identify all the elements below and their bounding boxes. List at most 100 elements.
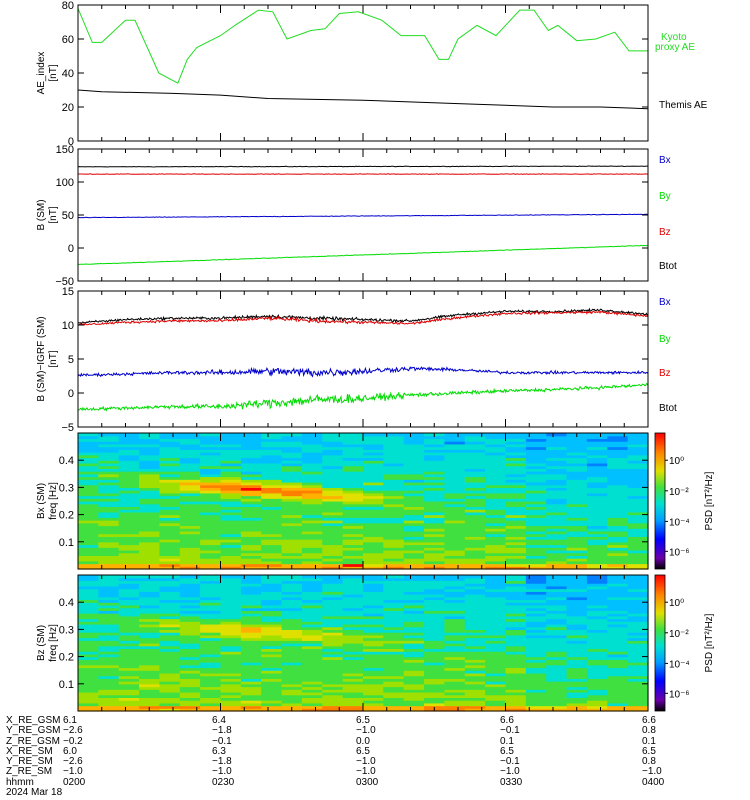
ephemeris-value: 0.1 [500, 735, 514, 747]
colorbar [654, 432, 666, 570]
colorbar-label: PSD [nT²/Hz] [704, 613, 715, 672]
spectrogram-bz-spectrogram [78, 575, 649, 712]
colorbar-tick-label: 10⁰ [669, 598, 684, 609]
legend-b-by: By [659, 191, 671, 202]
colorbar-tick-label: 10⁻⁶ [669, 689, 690, 700]
ephemeris-value: 0400 [642, 776, 665, 788]
ephemeris-label: Z_RE_SM [6, 766, 53, 778]
legend-db-btot: Btot [659, 403, 677, 414]
ephemeris-row: Z_RE_SM −1.0 −1.0 −1.0 −1.0 −1.0 [6, 766, 746, 778]
y-axis-label: B (SM)−IGRF (SM) [36, 316, 47, 401]
ephemeris-label: Y_RE_GSM [6, 725, 61, 737]
y-tick-label: 40 [62, 68, 74, 80]
legend-b-bx: Bx [659, 155, 671, 166]
ephemeris-value: 0200 [63, 776, 86, 788]
series-b-sm-bz [77, 213, 649, 219]
colorbar [654, 574, 666, 712]
ephemeris-row: Y_RE_SM −2.6 −1.8 −1.0 −0.1 0.8 [6, 756, 746, 768]
colorbar-tick-label: 10⁻⁴ [669, 659, 690, 670]
ephemeris-value: 6.5 [356, 745, 370, 757]
ephemeris-value: −1.8 [212, 725, 232, 737]
y-tick-label: 0 [68, 243, 74, 255]
y-tick-label: 0 [68, 136, 74, 148]
series-ae-themis-ae [77, 89, 649, 110]
y-axis-label: B (SM) [36, 199, 47, 230]
ephemeris-table: X_RE_GSM 6.1 6.4 6.5 6.6 6.6 Y_RE_GSM −2.6 −1.8−… [6, 715, 746, 799]
ephemeris-value: 6.5 [356, 715, 370, 726]
ephemeris-value: −2.6 [63, 756, 83, 768]
ephemeris-value: −0.2 [63, 735, 83, 747]
series-b-sm-bx [77, 165, 648, 168]
ephemeris-value: 0300 [356, 776, 379, 788]
series-b-sm-btot [77, 244, 648, 265]
ephemeris-value: 0.8 [642, 756, 656, 768]
ephemeris-value: 6.5 [500, 745, 514, 757]
colorbar-tick-label: 10⁻² [669, 487, 689, 498]
y-tick-label: 0.3 [59, 624, 74, 636]
y-tick-label: 100 [56, 177, 74, 189]
y-tick-label: 60 [62, 34, 74, 46]
ephemeris-value: −1.0 [356, 756, 376, 768]
series-b-minus-igrf-bz [77, 382, 649, 412]
ephemeris-label: X_RE_GSM [6, 715, 61, 726]
ephemeris-value: 0230 [212, 776, 235, 788]
y-tick-label: 10 [62, 320, 74, 332]
ephemeris-value: 6.0 [63, 745, 77, 757]
y-tick-label: 50 [62, 210, 74, 222]
y-tick-label: 150 [56, 144, 74, 156]
y-axis-unit: freq [Hz] [48, 624, 59, 662]
legend-kyoto-proxy: proxy AE [655, 42, 695, 53]
y-tick-label: 0.4 [59, 455, 74, 467]
y-tick-label: 0.1 [59, 537, 74, 549]
legend-b-bz: Bz [659, 227, 671, 238]
y-axis-label: AE_index [36, 52, 47, 95]
y-tick-label: 5 [68, 354, 74, 366]
series-b-sm-by [78, 173, 649, 175]
y-tick-label: 0 [68, 388, 74, 400]
ephemeris-value: −0.1 [500, 756, 520, 768]
colorbar-tick-label: 10⁻⁶ [669, 547, 690, 558]
y-tick-label: −50 [55, 276, 74, 288]
ephemeris-value: 0.0 [356, 735, 370, 747]
ephemeris-label: Y_RE_SM [6, 756, 53, 768]
ephemeris-value: 0.1 [642, 735, 656, 747]
y-tick-label: 0.2 [59, 652, 74, 664]
y-tick-label: 20 [62, 102, 74, 114]
legend-db-bz: Bz [659, 368, 671, 379]
ephemeris-value: 0330 [500, 776, 523, 788]
ephemeris-value: 6.6 [500, 715, 514, 726]
y-axis-unit: freq [Hz] [48, 482, 59, 520]
ephemeris-row: Z_RE_GSM −0.2 −0.1 0.0 0.1 0.1 [6, 735, 746, 747]
legend-b-btot: Btot [659, 261, 677, 272]
ephemeris-row: hhmm 0200 0230 0300 0330 0400 [6, 776, 746, 788]
ephemeris-value: −1.0 [212, 766, 232, 778]
ephemeris-value: −1.0 [500, 766, 520, 778]
colorbar-tick-label: 10⁻² [669, 629, 689, 640]
ephemeris-date: 2024 Mar 18 [6, 787, 63, 799]
ephemeris-label: hhmm [6, 776, 34, 788]
ephemeris-value: −1.0 [642, 766, 662, 778]
y-axis-label: Bz (SM) [36, 625, 47, 661]
y-tick-label: 0.4 [59, 597, 74, 609]
series-b-minus-igrf-bx [77, 310, 649, 326]
ephemeris-value: 6.3 [212, 745, 226, 757]
ephemeris-value: 6.6 [642, 715, 656, 726]
y-tick-label: −5 [61, 422, 74, 434]
series-ae-kyoto-proxy-ae [77, 8, 648, 84]
y-axis-unit: [nT] [48, 206, 59, 223]
ephemeris-value: 6.4 [212, 715, 226, 726]
ephemeris-row: Y_RE_GSM −2.6 −1.8 −1.0 −0.1 0.8 [6, 725, 746, 737]
ephemeris-value: −1.8 [212, 756, 232, 768]
y-tick-label: 0.2 [59, 510, 74, 522]
legend-db-by: By [659, 334, 671, 345]
panel-frame-ae-index [77, 4, 649, 142]
ephemeris-value: −0.1 [500, 725, 520, 737]
colorbar-tick-label: 10⁰ [669, 456, 684, 467]
ephemeris-label: Z_RE_GSM [6, 735, 60, 747]
ephemeris-value: −0.1 [212, 735, 232, 747]
y-axis-label: Bx (SM) [36, 483, 47, 519]
y-tick-label: 0.3 [59, 482, 74, 494]
ephemeris-value: −1.0 [356, 725, 376, 737]
ephemeris-value: −1.0 [356, 766, 376, 778]
